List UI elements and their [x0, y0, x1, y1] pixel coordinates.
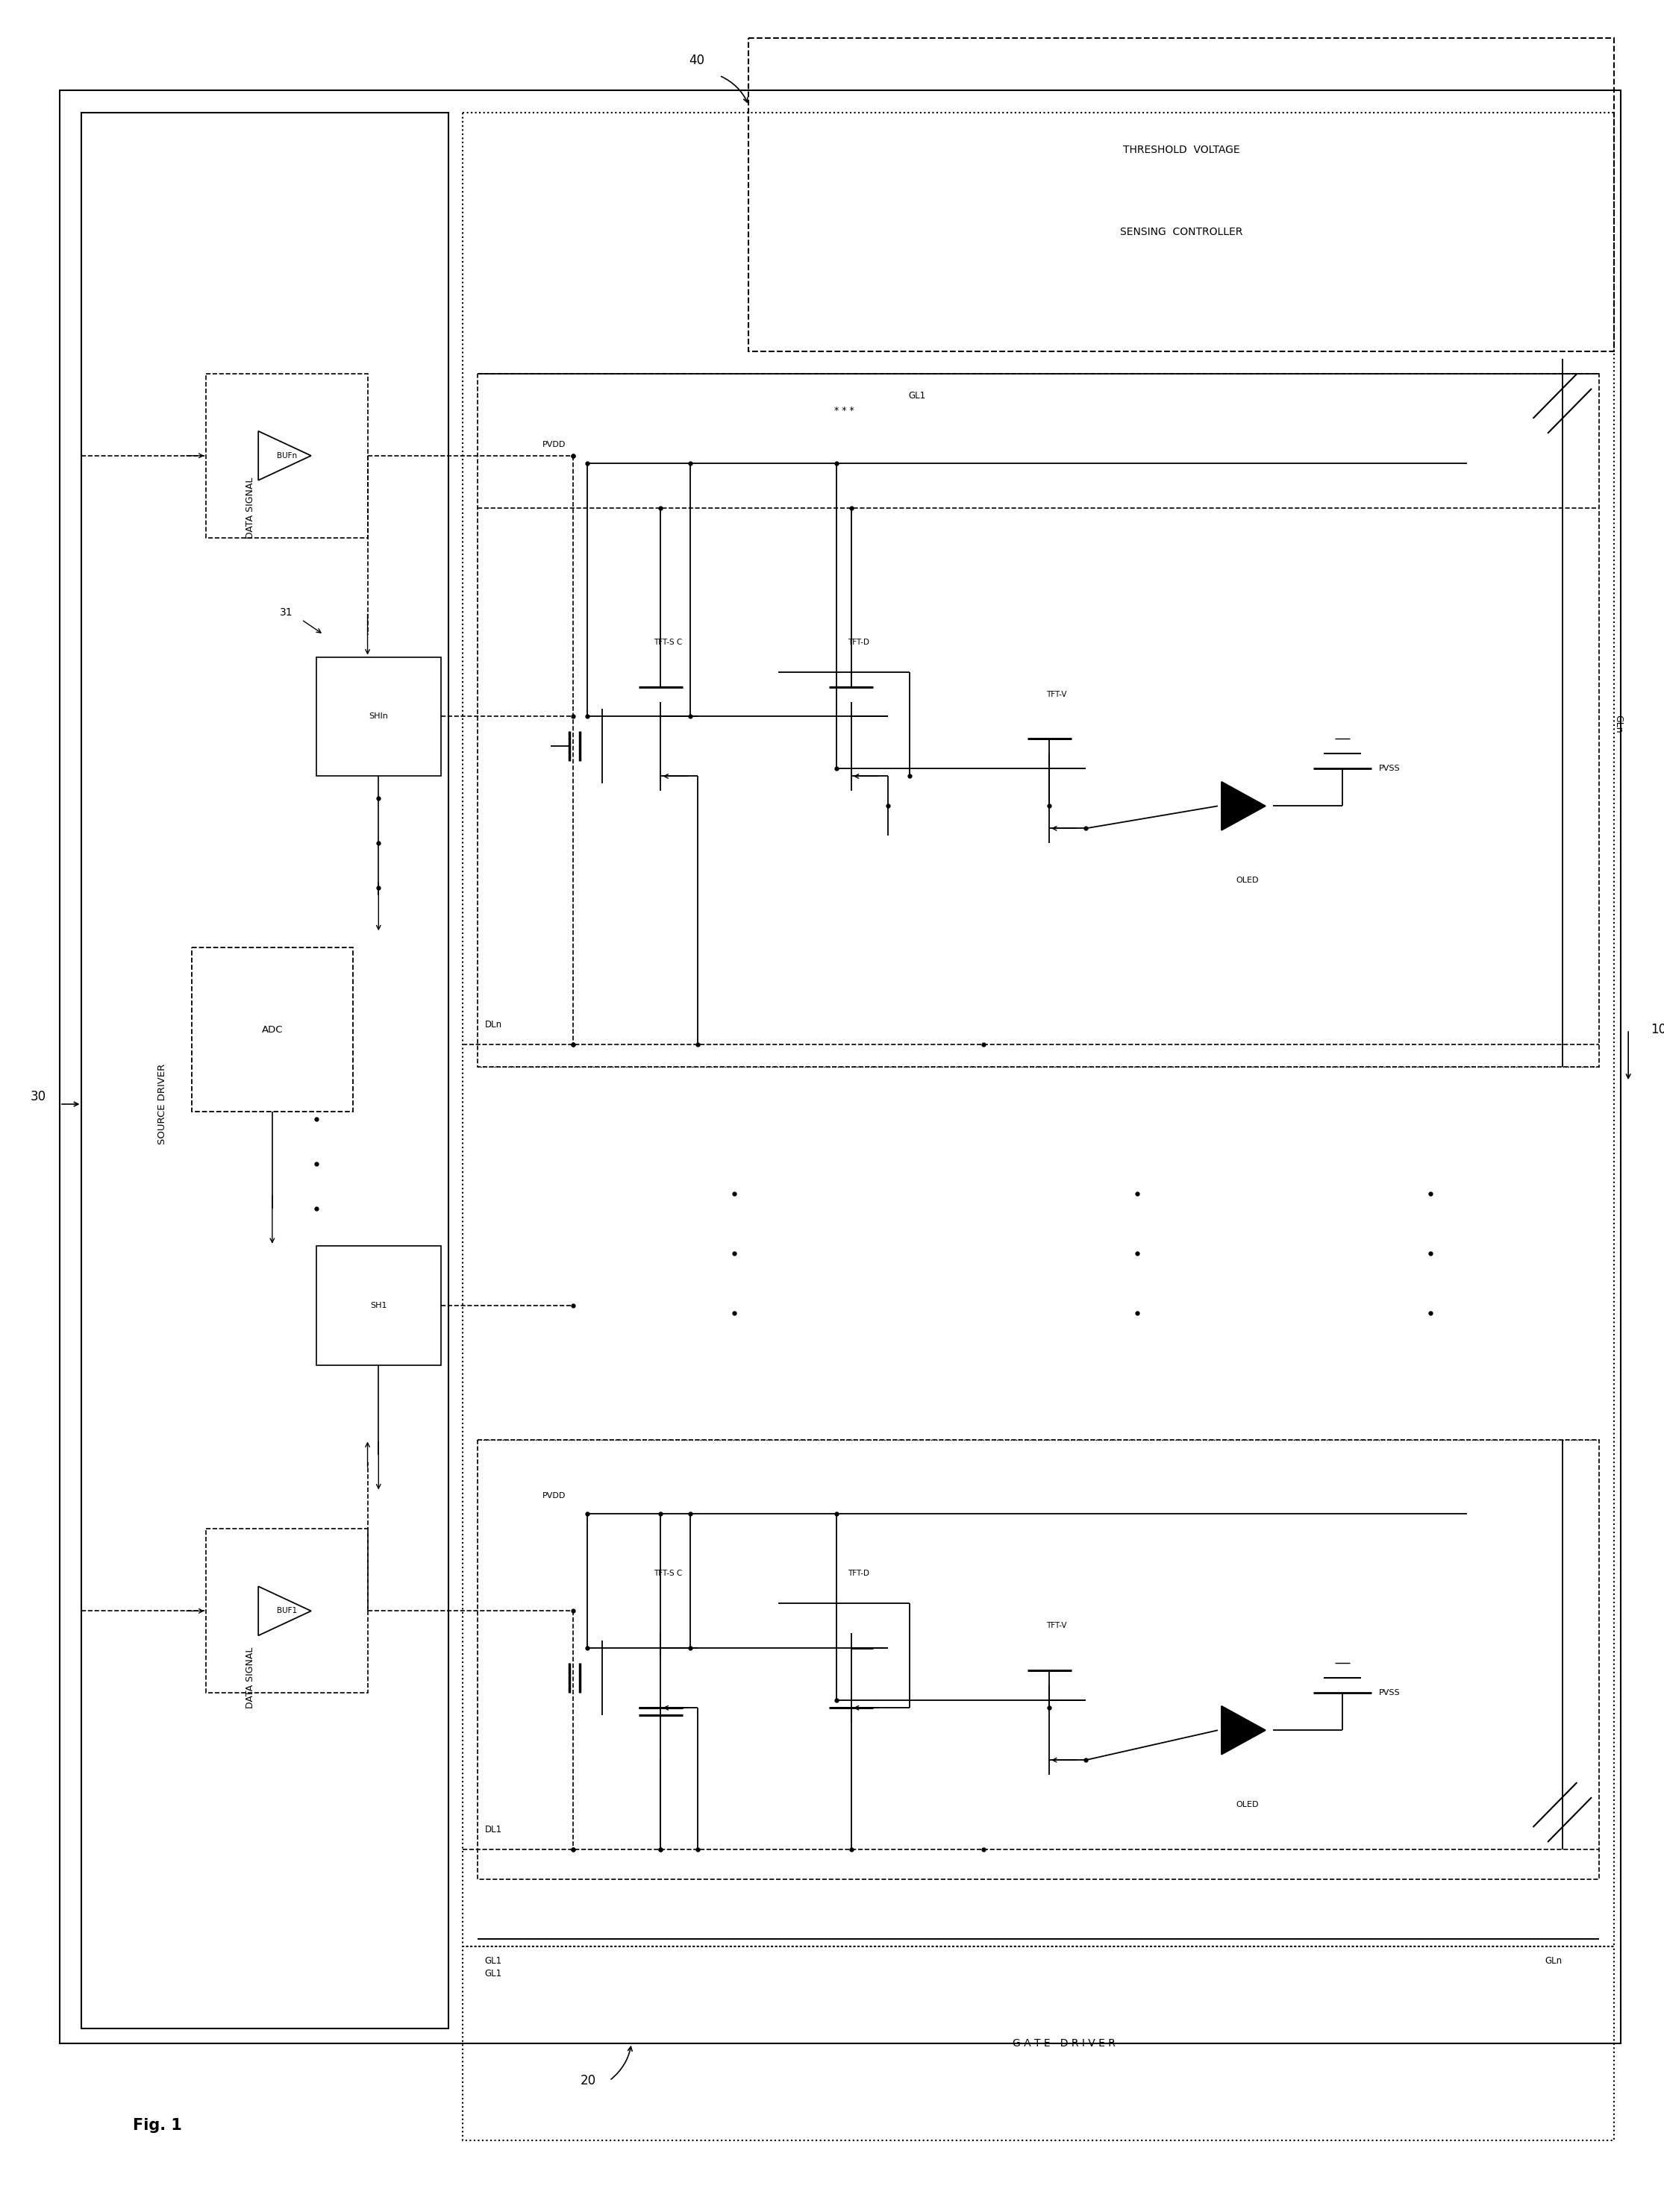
Text: PVDD: PVDD	[542, 1491, 566, 1500]
Text: BUFn: BUFn	[276, 451, 298, 460]
Text: GL1: GL1	[484, 1955, 503, 1966]
Text: PVSS: PVSS	[1379, 1690, 1401, 1697]
Text: TFT-D: TFT-D	[849, 639, 870, 646]
Text: SHIn: SHIn	[369, 712, 388, 721]
Bar	[316, 1245, 441, 1365]
Text: SH1: SH1	[369, 1301, 388, 1310]
Bar	[60, 91, 1621, 2044]
Text: G A T E   D R I V E R: G A T E D R I V E R	[1012, 2037, 1115, 2048]
Text: DATA SIGNAL: DATA SIGNAL	[245, 1648, 255, 1710]
Text: TFT-S C: TFT-S C	[654, 639, 682, 646]
Text: GL1: GL1	[909, 392, 925, 400]
Text: TFT-V: TFT-V	[1047, 690, 1067, 699]
Bar	[478, 374, 1599, 1066]
Text: TFT-S C: TFT-S C	[654, 1571, 682, 1577]
Bar	[82, 113, 448, 2028]
Text: DLn: DLn	[484, 1020, 503, 1029]
Polygon shape	[1221, 1705, 1265, 1754]
Text: * * *: * * *	[834, 407, 854, 416]
Text: OLED: OLED	[1236, 1801, 1258, 1809]
Text: SOURCE DRIVER: SOURCE DRIVER	[158, 1064, 166, 1144]
Bar	[478, 1440, 1599, 1880]
Text: GL1: GL1	[484, 1969, 503, 1978]
Text: PVDD: PVDD	[542, 440, 566, 449]
Text: ADC: ADC	[261, 1024, 283, 1035]
Text: DATA SIGNAL: DATA SIGNAL	[245, 478, 255, 538]
Polygon shape	[1221, 781, 1265, 830]
Bar	[191, 947, 353, 1113]
Text: 30: 30	[30, 1091, 47, 1104]
Text: OLED: OLED	[1236, 876, 1258, 885]
Bar	[463, 113, 1614, 1947]
Text: TFT-D: TFT-D	[849, 1571, 870, 1577]
Bar	[316, 657, 441, 776]
Text: 40: 40	[689, 53, 706, 66]
Text: 20: 20	[581, 2075, 596, 2088]
Polygon shape	[258, 431, 311, 480]
Text: BUF1: BUF1	[276, 1608, 298, 1615]
Polygon shape	[258, 1586, 311, 1635]
Text: DL1: DL1	[484, 1825, 503, 1834]
Text: THRESHOLD  VOLTAGE: THRESHOLD VOLTAGE	[1123, 144, 1240, 155]
Text: Fig. 1: Fig. 1	[133, 2117, 181, 2132]
Bar	[463, 1947, 1614, 2141]
Text: 10: 10	[1651, 1022, 1664, 1035]
Bar	[749, 38, 1614, 352]
Text: 31: 31	[280, 606, 293, 617]
Text: SENSING  CONTROLLER: SENSING CONTROLLER	[1120, 228, 1243, 237]
Bar	[206, 1528, 368, 1692]
Text: GLn: GLn	[1614, 714, 1624, 732]
Text: PVSS: PVSS	[1379, 765, 1401, 772]
Text: TFT-V: TFT-V	[1047, 1621, 1067, 1630]
Bar	[206, 374, 368, 538]
Text: GLn: GLn	[1546, 1955, 1562, 1966]
